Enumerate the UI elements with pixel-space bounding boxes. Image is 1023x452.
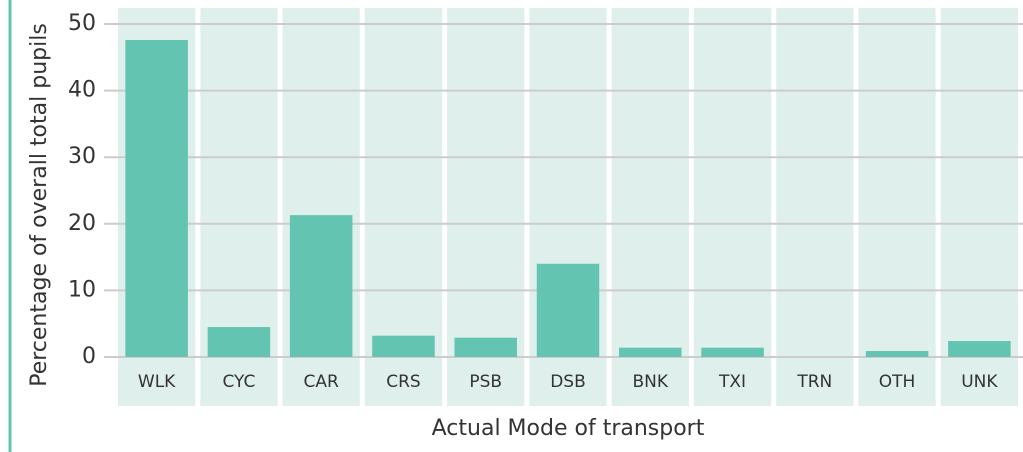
x-axis-label: Actual Mode of transport (432, 416, 705, 441)
y-tick-label: 50 (68, 11, 96, 36)
bar (207, 327, 271, 357)
bar (125, 39, 188, 357)
bar (701, 347, 764, 357)
x-tick-label: BNK (633, 372, 669, 392)
bar (948, 341, 1011, 357)
band-background (940, 8, 1018, 406)
x-tick-label: TXI (718, 372, 746, 392)
y-tick-label: 30 (68, 144, 96, 169)
x-tick-label: PSB (469, 372, 502, 392)
x-tick-label: UNK (961, 372, 998, 392)
bar (454, 337, 517, 357)
y-axis-label: Percentage of overall total pupils (27, 23, 52, 387)
band-background (693, 8, 772, 406)
x-tick-label: CYC (222, 372, 255, 392)
bar (619, 347, 682, 357)
y-tick-label: 10 (68, 277, 96, 302)
x-tick-label: DSB (550, 372, 586, 392)
y-tick-label: 20 (68, 211, 96, 236)
bar (289, 215, 353, 357)
y-tick-label: 40 (68, 78, 96, 103)
x-tick-label: TRN (796, 372, 832, 392)
y-tick-label: 0 (82, 344, 96, 369)
bar (372, 335, 435, 357)
band-background (611, 8, 689, 406)
x-tick-label: WLK (138, 372, 176, 392)
bar (536, 263, 600, 357)
x-tick-label: CRS (386, 372, 420, 392)
bar (865, 351, 929, 357)
band-background (858, 8, 936, 406)
x-tick-label: CAR (304, 372, 339, 392)
band-background (776, 8, 854, 406)
x-tick-label: OTH (879, 372, 916, 392)
